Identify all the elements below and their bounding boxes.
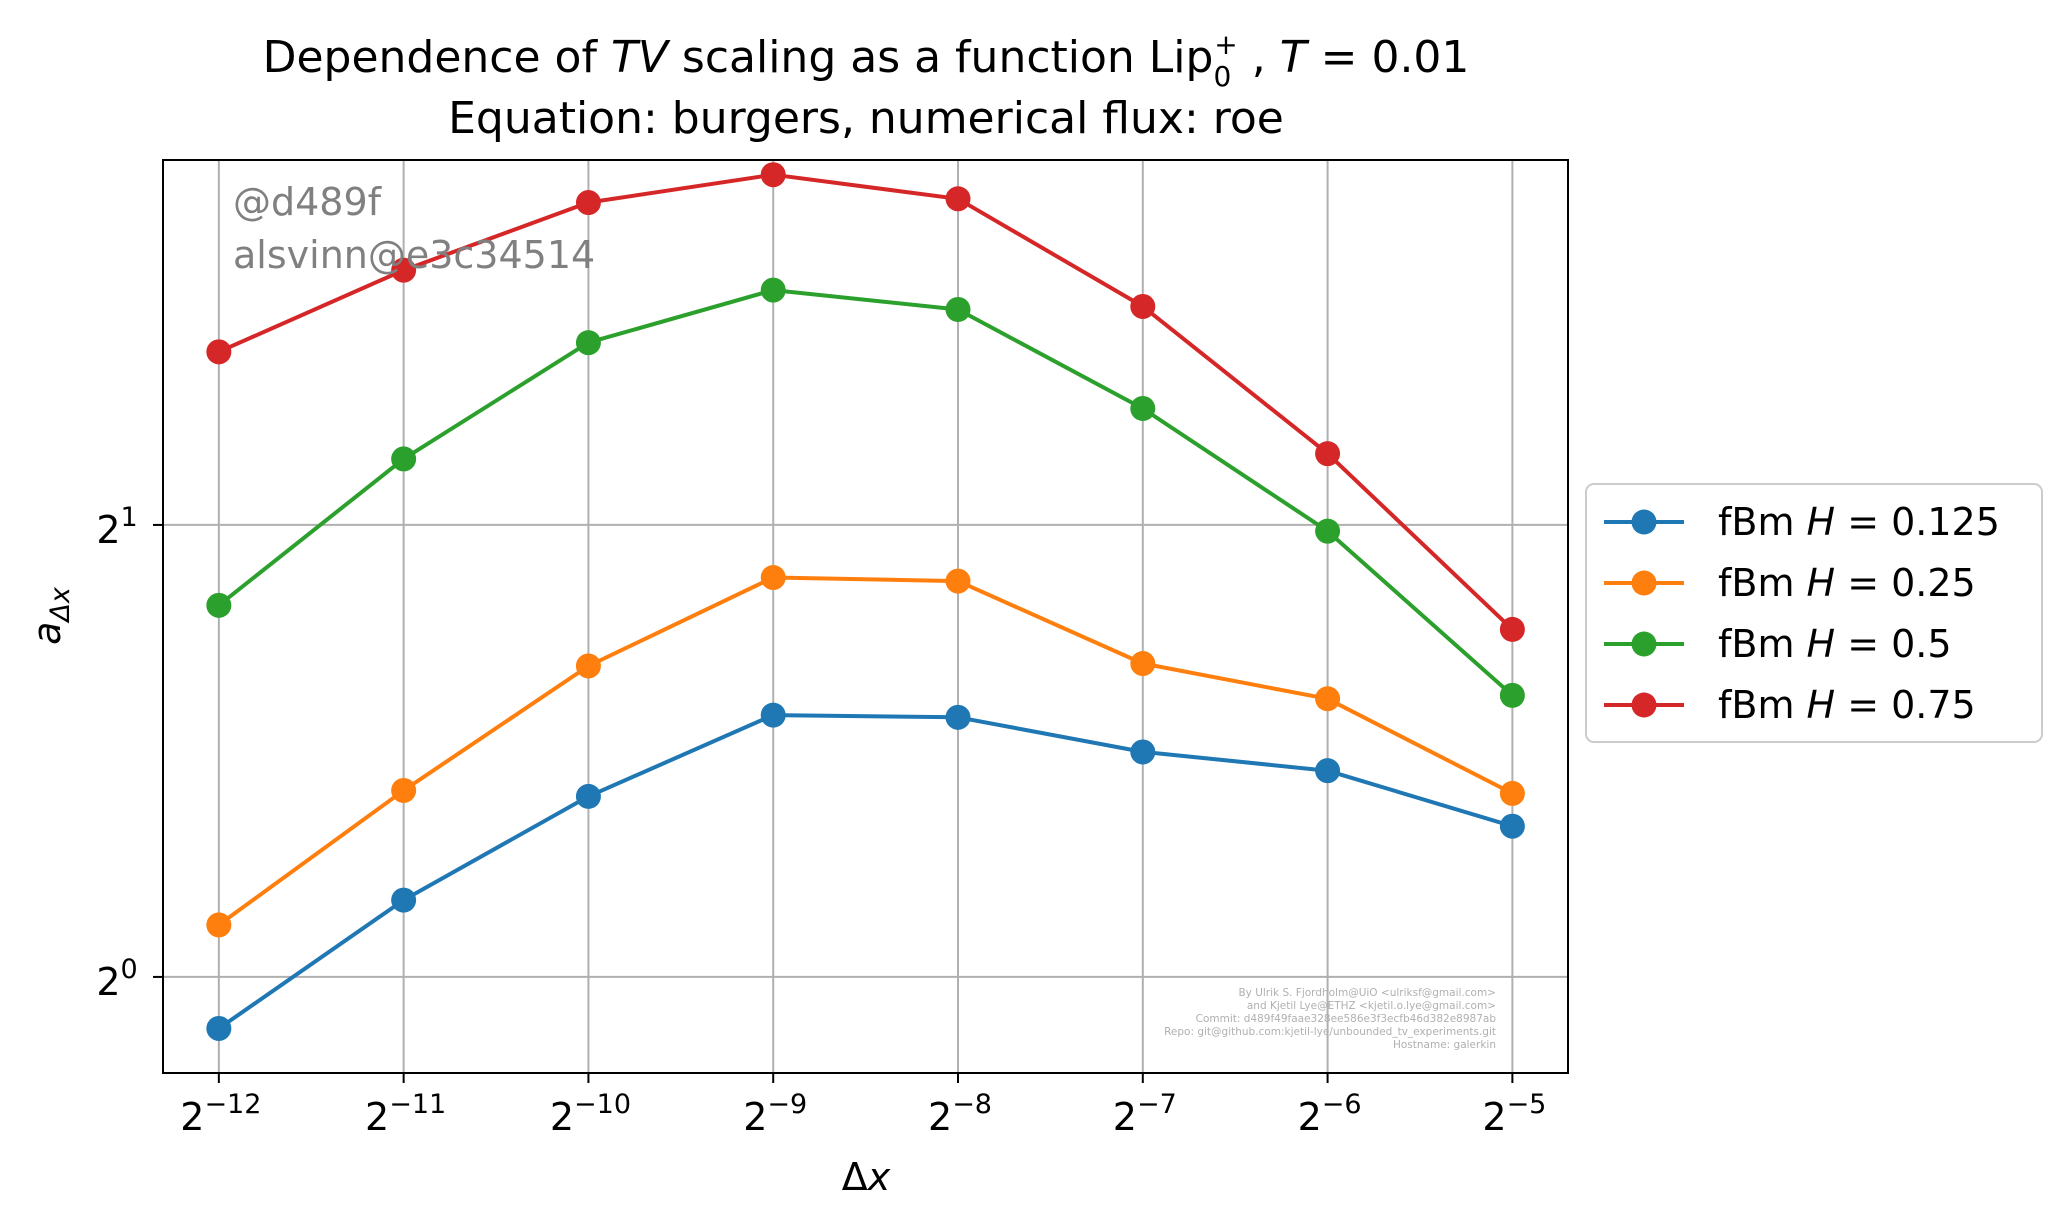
x-tick-label: 2−5 — [1482, 1089, 1546, 1139]
data-point — [1499, 616, 1525, 642]
series-points — [206, 162, 1525, 1041]
credits: By Ulrik S. Fjordholm@UiO <ulriksf@gmail… — [1164, 987, 1496, 1051]
data-point — [945, 186, 971, 212]
credit-line: Repo: git@github.com:kjetil-lye/unbounde… — [1164, 1026, 1496, 1038]
grid — [163, 160, 1568, 1073]
data-point — [760, 162, 786, 188]
x-tick-label: 2−6 — [1298, 1089, 1362, 1139]
data-point — [206, 912, 232, 938]
legend: fBm H = 0.125 fBm H = 0.25 fBm H = 0.5 fBm … — [1585, 483, 2043, 743]
legend-label: fBm H = 0.25 — [1718, 561, 1976, 605]
data-point — [206, 339, 232, 365]
x-axis: 2−12 2−11 2−10 2−9 2−8 2−7 2−6 2−5 — [180, 1073, 1546, 1139]
plot-frame — [162, 159, 1569, 1074]
data-point — [206, 1015, 232, 1041]
legend-label: fBm H = 0.5 — [1718, 622, 1952, 666]
data-point — [1315, 518, 1341, 544]
credit-line: Commit: d489f49faae328ee586e3f3ecfb46d38… — [1196, 1013, 1497, 1025]
x-tick-label: 2−8 — [928, 1089, 992, 1139]
data-point — [575, 190, 601, 216]
series-line — [217, 713, 1513, 1031]
plot-area — [162, 159, 1569, 1074]
data-point — [1130, 651, 1156, 677]
data-point — [1499, 813, 1525, 839]
x-tick-label: 2−10 — [550, 1089, 631, 1139]
series-line — [217, 575, 1514, 927]
data-point — [391, 887, 417, 913]
data-point — [1315, 441, 1341, 467]
watermark-commit: @d489f — [233, 180, 383, 224]
legend-box — [1585, 483, 2043, 743]
data-point — [391, 777, 417, 803]
legend-swatch-marker — [1631, 692, 1657, 718]
data-point — [945, 704, 971, 730]
series-lines — [217, 172, 1514, 1031]
data-point — [206, 592, 232, 618]
watermark-version: alsvinn@e3c34514 — [233, 233, 595, 277]
data-point — [1499, 780, 1525, 806]
credit-line: Hostname: galerkin — [1393, 1039, 1496, 1051]
data-point — [575, 783, 601, 809]
legend-swatch-marker — [1631, 631, 1657, 657]
data-point — [760, 702, 786, 728]
data-point — [945, 568, 971, 594]
legend-swatch-marker — [1631, 509, 1657, 535]
data-point — [575, 330, 601, 356]
legend-label: fBm H = 0.75 — [1718, 683, 1976, 727]
data-point — [1315, 758, 1341, 784]
data-point — [1315, 686, 1341, 712]
data-point — [945, 296, 971, 322]
data-point — [575, 653, 601, 679]
data-point — [1499, 682, 1525, 708]
credit-line: and Kjetil Lye@ETHZ <kjetil.o.lye@gmail.… — [1247, 1000, 1496, 1012]
legend-swatch-marker — [1631, 570, 1657, 596]
data-point — [391, 446, 417, 472]
chart-subtitle: Equation: burgers, numerical flux: roe — [448, 93, 1284, 144]
data-point — [1130, 293, 1156, 319]
data-point — [1130, 739, 1156, 765]
x-tick-label: 2−11 — [365, 1089, 446, 1139]
data-point — [760, 565, 786, 591]
x-axis-label: Δx — [842, 1155, 891, 1199]
data-point — [1130, 395, 1156, 421]
y-tick-label: 21 — [96, 502, 137, 552]
data-point — [391, 257, 417, 283]
data-point — [760, 277, 786, 303]
series-line — [217, 172, 1514, 631]
x-tick-label: 2−12 — [180, 1089, 261, 1139]
y-tick-label: 20 — [96, 954, 137, 1004]
series-line — [217, 288, 1514, 697]
credit-line: By Ulrik S. Fjordholm@UiO <ulriksf@gmail… — [1238, 987, 1496, 999]
x-tick-label: 2−7 — [1113, 1089, 1177, 1139]
chart-title: Dependence of TV scaling as a function L… — [263, 28, 1470, 93]
y-axis-label: aΔx — [25, 586, 76, 645]
x-tick-label: 2−9 — [743, 1089, 807, 1139]
legend-label: fBm H = 0.125 — [1718, 500, 2000, 544]
